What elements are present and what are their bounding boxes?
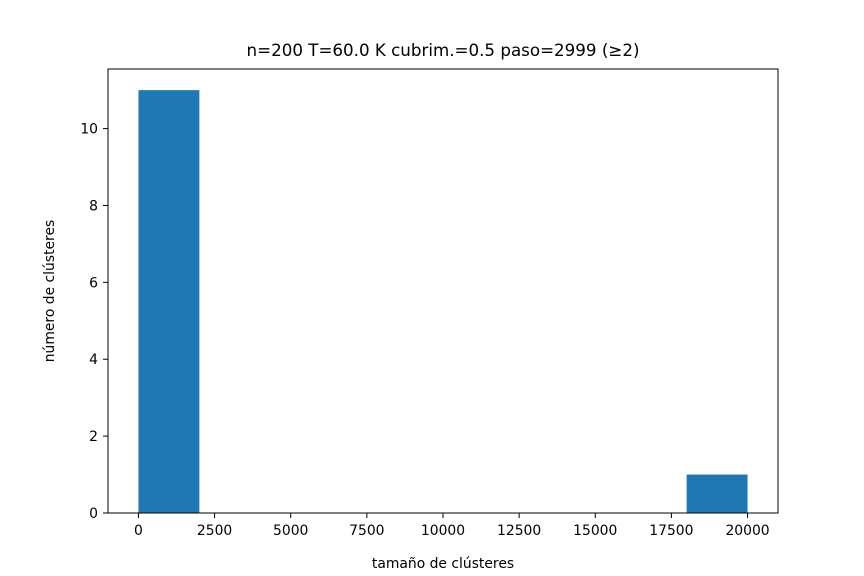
y-axis: 0 2 4 6 8 10 [80,122,108,522]
y-tick-label: 2 [89,429,98,445]
chart-title: n=200 T=60.0 K cubrim.=0.5 paso=2999 (≥2… [247,40,640,60]
y-tick-label: 8 [89,198,98,214]
histogram-bar [138,90,200,514]
histogram-bar [686,474,748,513]
x-axis: 0 2500 5000 7500 10000 12500 15000 17500 20000 [134,513,770,539]
x-tick-label: 20000 [725,523,769,539]
bars-group [138,90,748,514]
plot-frame [107,68,779,514]
y-tick-label: 6 [89,275,98,291]
y-tick-label: 10 [80,122,98,138]
x-tick-label: 17500 [649,523,693,539]
x-tick-label: 5000 [273,523,308,539]
x-tick-label: 0 [134,523,143,539]
y-tick-label: 4 [89,352,98,368]
x-axis-label: tamaño de clústeres [372,556,514,572]
x-tick-label: 2500 [197,523,232,539]
x-tick-label: 10000 [421,523,465,539]
y-tick-label: 0 [89,506,98,522]
y-axis-label: número de clústeres [42,220,58,363]
x-tick-label: 15000 [573,523,617,539]
x-tick-label: 12500 [497,523,541,539]
x-tick-label: 7500 [349,523,384,539]
